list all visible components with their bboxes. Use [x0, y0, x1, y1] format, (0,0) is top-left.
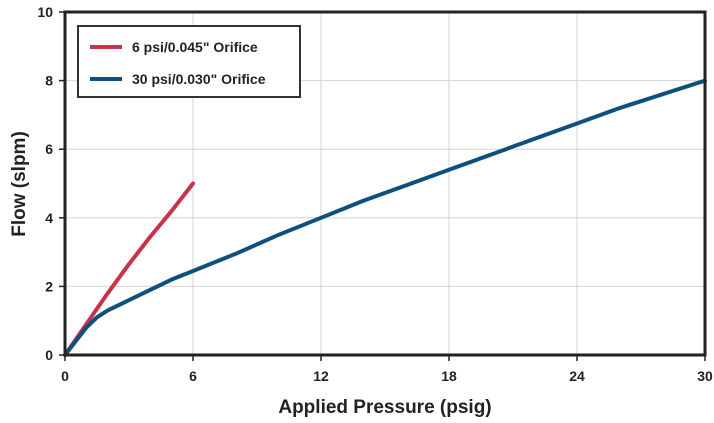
y-tick-label-5: 10 — [37, 4, 53, 20]
x-tick-label-1: 6 — [189, 368, 197, 384]
series-lines — [63, 78, 707, 357]
y-tick-label-3: 6 — [45, 141, 53, 157]
plot-area-border — [63, 10, 707, 357]
x-tick-label-0: 0 — [61, 368, 69, 384]
x-tick-label-2: 12 — [313, 368, 329, 384]
y-axis-label: Flow (slpm) — [9, 131, 30, 237]
x-axis-ticks: 0 6 12 18 24 30 — [61, 355, 713, 384]
x-axis-label: Applied Pressure (psig) — [278, 397, 491, 418]
y-tick-label-1: 2 — [45, 278, 53, 294]
y-tick-label-0: 0 — [45, 347, 53, 363]
y-tick-label-4: 8 — [45, 73, 53, 89]
series-line-2 — [63, 78, 707, 357]
x-tick-label-3: 18 — [441, 368, 457, 384]
y-axis-ticks: 0 2 4 6 8 10 — [37, 4, 65, 363]
legend-label-series-2: 30 psi/0.030" Orifice — [132, 71, 266, 87]
x-tick-label-5: 30 — [697, 368, 713, 384]
y-tick-label-2: 4 — [45, 210, 53, 226]
series-line-1 — [63, 181, 195, 357]
legend: 6 psi/0.045" Orifice 30 psi/0.030" Orifi… — [77, 25, 301, 98]
legend-box — [77, 25, 301, 98]
x-tick-label-4: 24 — [569, 368, 585, 384]
grid-lines — [65, 12, 705, 355]
legend-label-series-1: 6 psi/0.045" Orifice — [132, 39, 258, 55]
